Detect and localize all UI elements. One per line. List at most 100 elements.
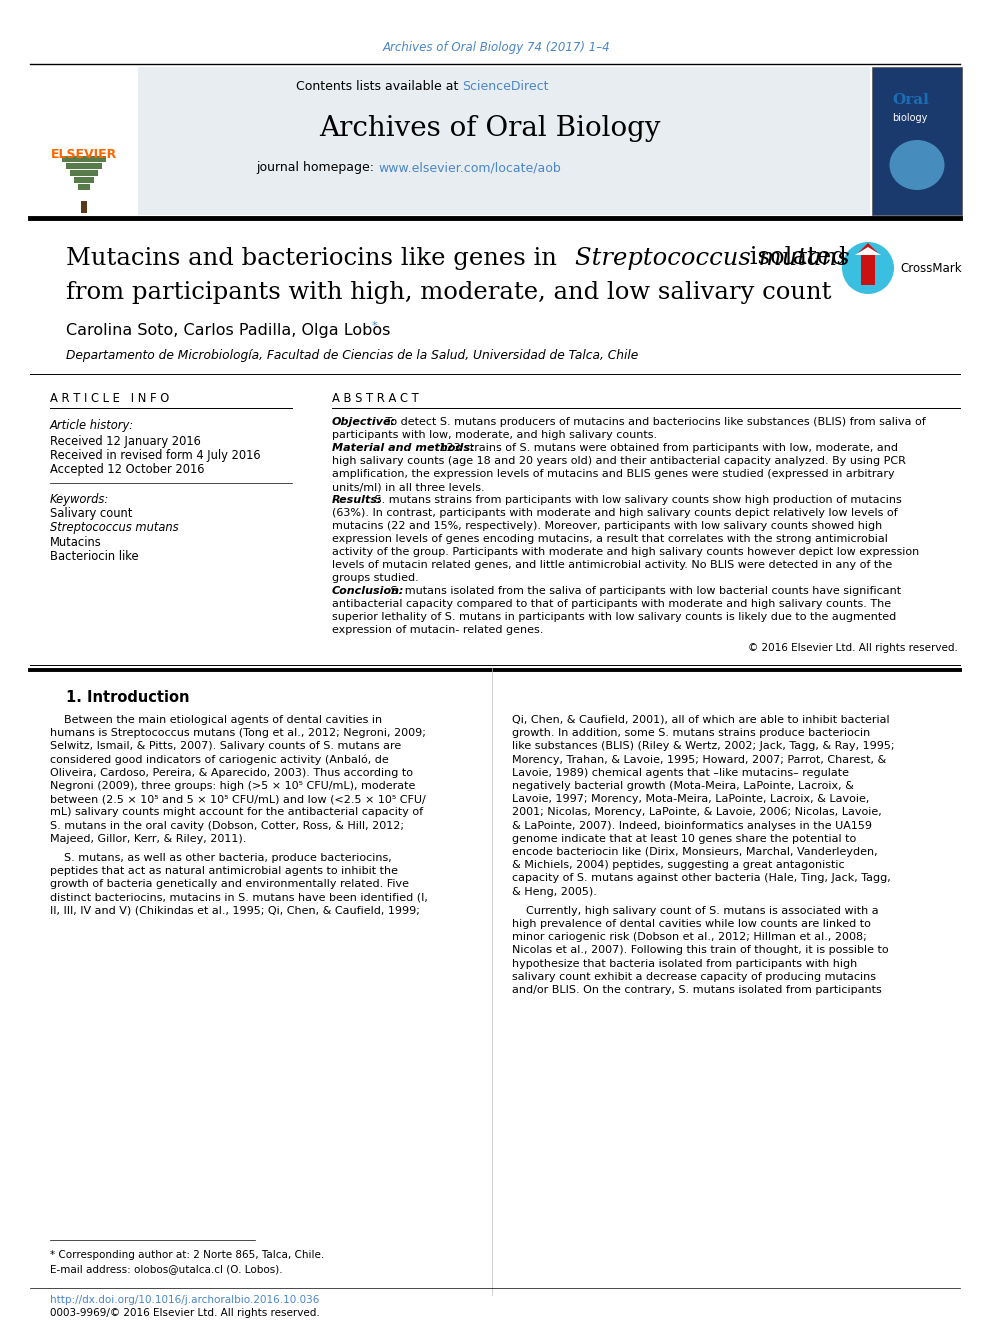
Text: Oral: Oral	[892, 93, 929, 107]
Text: Keywords:: Keywords:	[50, 492, 109, 505]
Text: between (2.5 × 10⁵ and 5 × 10⁵ CFU/mL) and low (<2.5 × 10⁵ CFU/: between (2.5 × 10⁵ and 5 × 10⁵ CFU/mL) a…	[50, 794, 426, 804]
Text: Oliveira, Cardoso, Pereira, & Aparecido, 2003). Thus according to: Oliveira, Cardoso, Pereira, & Aparecido,…	[50, 767, 413, 778]
Text: Streptococcus mutans: Streptococcus mutans	[575, 246, 849, 270]
Text: activity of the group. Participants with moderate and high salivary counts howev: activity of the group. Participants with…	[332, 546, 920, 557]
Text: © 2016 Elsevier Ltd. All rights reserved.: © 2016 Elsevier Ltd. All rights reserved…	[748, 643, 958, 654]
Bar	[30, 67, 870, 216]
Text: units/ml) in all three levels.: units/ml) in all three levels.	[332, 482, 485, 492]
Text: S. mutans in the oral cavity (Dobson, Cotter, Ross, & Hill, 2012;: S. mutans in the oral cavity (Dobson, Co…	[50, 820, 404, 831]
Text: http://dx.doi.org/10.1016/j.archoralbio.2016.10.036: http://dx.doi.org/10.1016/j.archoralbio.…	[50, 1295, 319, 1304]
Text: levels of mutacin related genes, and little antimicrobial activity. No BLIS were: levels of mutacin related genes, and lit…	[332, 560, 892, 570]
Text: from participants with high, moderate, and low salivary count: from participants with high, moderate, a…	[66, 282, 831, 304]
Text: ELSEVIER: ELSEVIER	[51, 148, 117, 161]
Ellipse shape	[890, 140, 944, 191]
Text: mutacins (22 and 15%, respectively). Moreover, participants with low salivary co: mutacins (22 and 15%, respectively). Mor…	[332, 521, 882, 531]
Text: Accepted 12 October 2016: Accepted 12 October 2016	[50, 463, 204, 475]
Text: like substances (BLIS) (Riley & Wertz, 2002; Jack, Tagg, & Ray, 1995;: like substances (BLIS) (Riley & Wertz, 2…	[512, 741, 895, 751]
Text: Majeed, Gillor, Kerr, & Riley, 2011).: Majeed, Gillor, Kerr, & Riley, 2011).	[50, 833, 246, 844]
Text: To detect S. mutans producers of mutacins and bacteriocins like substances (BLIS: To detect S. mutans producers of mutacin…	[382, 417, 926, 427]
Text: Lavoie, 1997; Morency, Mota-Meira, LaPointe, Lacroix, & Lavoie,: Lavoie, 1997; Morency, Mota-Meira, LaPoi…	[512, 794, 869, 804]
Text: expression levels of genes encoding mutacins, a result that correlates with the : expression levels of genes encoding muta…	[332, 534, 888, 544]
Text: superior lethality of S. mutans in participants with low salivary counts is like: superior lethality of S. mutans in parti…	[332, 613, 896, 622]
Text: negatively bacterial growth (Mota-Meira, LaPointe, Lacroix, &: negatively bacterial growth (Mota-Meira,…	[512, 781, 854, 791]
Text: 1. Introduction: 1. Introduction	[66, 691, 189, 705]
Text: & Heng, 2005).: & Heng, 2005).	[512, 886, 597, 897]
Circle shape	[842, 242, 894, 294]
Text: biology: biology	[892, 112, 928, 123]
Text: & Michiels, 2004) peptides, suggesting a great antagonistic: & Michiels, 2004) peptides, suggesting a…	[512, 860, 844, 871]
Bar	[872, 67, 962, 216]
Text: Qi, Chen, & Caufield, 2001), all of which are able to inhibit bacterial: Qi, Chen, & Caufield, 2001), all of whic…	[512, 714, 890, 725]
Text: mL) salivary counts might account for the antibacterial capacity of: mL) salivary counts might account for th…	[50, 807, 424, 818]
Text: considered good indicators of cariogenic activity (Anbaló, de: considered good indicators of cariogenic…	[50, 754, 389, 765]
FancyArrow shape	[858, 243, 878, 284]
Text: & LaPointe, 2007). Indeed, bioinformatics analyses in the UA159: & LaPointe, 2007). Indeed, bioinformatic…	[512, 820, 872, 831]
Text: Salivary count: Salivary count	[50, 508, 132, 520]
Text: antibacterial capacity compared to that of participants with moderate and high s: antibacterial capacity compared to that …	[332, 599, 891, 609]
Text: hypothesize that bacteria isolated from participants with high: hypothesize that bacteria isolated from …	[512, 959, 857, 968]
Text: 0003-9969/© 2016 Elsevier Ltd. All rights reserved.: 0003-9969/© 2016 Elsevier Ltd. All right…	[50, 1308, 319, 1318]
Text: II, III, IV and V) (Chikindas et al., 1995; Qi, Chen, & Caufield, 1999;: II, III, IV and V) (Chikindas et al., 19…	[50, 906, 420, 916]
Text: Selwitz, Ismail, & Pitts, 2007). Salivary counts of S. mutans are: Selwitz, Ismail, & Pitts, 2007). Salivar…	[50, 741, 401, 751]
Text: Streptococcus mutans: Streptococcus mutans	[50, 521, 179, 534]
Text: E-mail address: olobos@utalca.cl (O. Lobos).: E-mail address: olobos@utalca.cl (O. Lob…	[50, 1263, 283, 1274]
Text: Carolina Soto, Carlos Padilla, Olga Lobos: Carolina Soto, Carlos Padilla, Olga Lobo…	[66, 323, 391, 337]
Text: growth. In addition, some S. mutans strains produce bacteriocin: growth. In addition, some S. mutans stra…	[512, 728, 870, 738]
Text: ScienceDirect: ScienceDirect	[462, 79, 549, 93]
Text: Conclusion:: Conclusion:	[332, 586, 405, 595]
Bar	[30, 67, 138, 216]
Text: growth of bacteria genetically and environmentally related. Five: growth of bacteria genetically and envir…	[50, 880, 409, 889]
Bar	[70, 169, 98, 176]
Text: Bacteriocin like: Bacteriocin like	[50, 549, 139, 562]
Text: A B S T R A C T: A B S T R A C T	[332, 392, 419, 405]
Text: and/or BLIS. On the contrary, S. mutans isolated from participants: and/or BLIS. On the contrary, S. mutans …	[512, 986, 882, 995]
Text: (63%). In contrast, participants with moderate and high salivary counts depict r: (63%). In contrast, participants with mo…	[332, 508, 898, 519]
Text: CrossMark: CrossMark	[900, 262, 961, 274]
Text: Archives of Oral Biology: Archives of Oral Biology	[319, 115, 661, 142]
Text: amplification, the expression levels of mutacins and BLIS genes were studied (ex: amplification, the expression levels of …	[332, 468, 895, 479]
Text: * Corresponding author at: 2 Norte 865, Talca, Chile.: * Corresponding author at: 2 Norte 865, …	[50, 1250, 324, 1259]
Text: www.elsevier.com/locate/aob: www.elsevier.com/locate/aob	[378, 161, 560, 175]
Text: distinct bacteriocins, mutacins in S. mutans have been identified (I,: distinct bacteriocins, mutacins in S. mu…	[50, 893, 428, 902]
Text: humans is Streptococcus mutans (Tong et al., 2012; Negroni, 2009;: humans is Streptococcus mutans (Tong et …	[50, 728, 426, 738]
Text: Contents lists available at: Contents lists available at	[296, 79, 462, 93]
Text: high prevalence of dental cavities while low counts are linked to: high prevalence of dental cavities while…	[512, 919, 871, 929]
Bar	[81, 201, 87, 213]
Text: A R T I C L E   I N F O: A R T I C L E I N F O	[50, 392, 170, 405]
Text: Received in revised form 4 July 2016: Received in revised form 4 July 2016	[50, 448, 261, 462]
Text: expression of mutacin- related genes.: expression of mutacin- related genes.	[332, 624, 544, 635]
Text: genome indicate that at least 10 genes share the potential to: genome indicate that at least 10 genes s…	[512, 833, 856, 844]
Text: journal homepage:: journal homepage:	[256, 161, 378, 175]
Text: Article history:: Article history:	[50, 419, 134, 433]
Text: S. mutans, as well as other bacteria, produce bacteriocins,: S. mutans, as well as other bacteria, pr…	[50, 853, 392, 863]
Text: minor cariogenic risk (Dobson et al., 2012; Hillman et al., 2008;: minor cariogenic risk (Dobson et al., 20…	[512, 933, 867, 942]
Text: high salivary counts (age 18 and 20 years old) and their antibacterial capacity : high salivary counts (age 18 and 20 year…	[332, 456, 906, 466]
Text: groups studied.: groups studied.	[332, 573, 419, 583]
Text: capacity of S. mutans against other bacteria (Hale, Ting, Jack, Tagg,: capacity of S. mutans against other bact…	[512, 873, 891, 884]
Text: peptides that act as natural antimicrobial agents to inhibit the: peptides that act as natural antimicrobi…	[50, 867, 398, 876]
Text: encode bacteriocin like (Dirix, Monsieurs, Marchal, Vanderleyden,: encode bacteriocin like (Dirix, Monsieur…	[512, 847, 878, 857]
Text: Negroni (2009), three groups: high (>5 × 10⁵ CFU/mL), moderate: Negroni (2009), three groups: high (>5 ×…	[50, 781, 416, 791]
Text: S. mutans isolated from the saliva of participants with low bacterial counts hav: S. mutans isolated from the saliva of pa…	[387, 586, 901, 595]
Text: 2001; Nicolas, Morency, LaPointe, & Lavoie, 2006; Nicolas, Lavoie,: 2001; Nicolas, Morency, LaPointe, & Lavo…	[512, 807, 882, 818]
Text: Lavoie, 1989) chemical agents that –like mutacins– regulate: Lavoie, 1989) chemical agents that –like…	[512, 767, 849, 778]
Text: participants with low, moderate, and high salivary counts.: participants with low, moderate, and hig…	[332, 430, 657, 441]
Text: Material and methods:: Material and methods:	[332, 443, 474, 452]
Bar	[74, 177, 94, 183]
Text: isolated: isolated	[742, 246, 847, 270]
Text: Archives of Oral Biology 74 (2017) 1–4: Archives of Oral Biology 74 (2017) 1–4	[382, 41, 610, 54]
Text: S. mutans strains from participants with low salivary counts show high productio: S. mutans strains from participants with…	[371, 495, 902, 505]
Text: salivary count exhibit a decrease capacity of producing mutacins: salivary count exhibit a decrease capaci…	[512, 972, 876, 982]
Text: Mutacins and bacteriocins like genes in: Mutacins and bacteriocins like genes in	[66, 246, 564, 270]
Text: 123 strains of S. mutans were obtained from participants with low, moderate, and: 123 strains of S. mutans were obtained f…	[436, 443, 898, 452]
Text: Results:: Results:	[332, 495, 383, 505]
Text: Mutacins: Mutacins	[50, 536, 102, 549]
Text: *: *	[372, 321, 378, 331]
Bar	[62, 156, 106, 161]
Text: Nicolas et al., 2007). Following this train of thought, it is possible to: Nicolas et al., 2007). Following this tr…	[512, 946, 889, 955]
Bar	[78, 184, 90, 191]
Polygon shape	[855, 247, 881, 255]
Text: Currently, high salivary count of S. mutans is associated with a: Currently, high salivary count of S. mut…	[512, 906, 879, 916]
Text: Between the main etiological agents of dental cavities in: Between the main etiological agents of d…	[50, 714, 382, 725]
Bar	[66, 163, 102, 169]
